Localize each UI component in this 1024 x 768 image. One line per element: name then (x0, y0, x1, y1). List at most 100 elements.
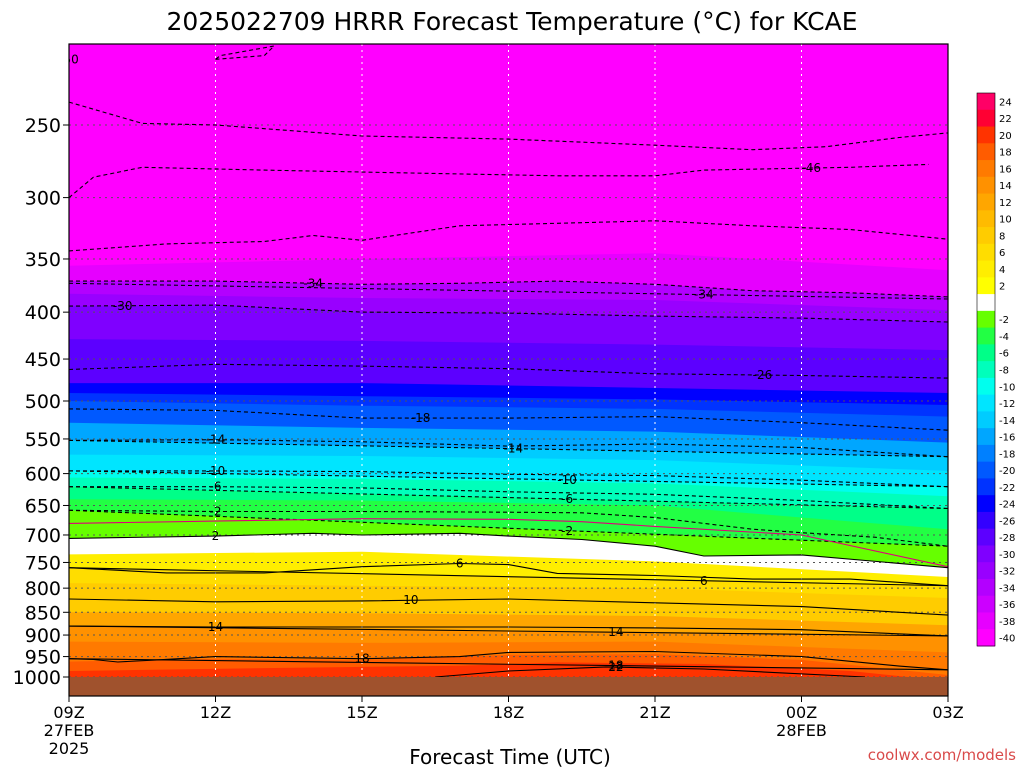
x-tick-sublabel: 27FEB (44, 721, 95, 740)
colorbar-swatch (977, 629, 995, 647)
colorbar-label: -24 (999, 500, 1015, 511)
x-tick-label: 00Z (786, 703, 817, 722)
colorbar-label: 12 (999, 198, 1012, 209)
y-tick-label: 700 (25, 525, 61, 547)
colorbar-label: -34 (999, 583, 1015, 594)
colorbar-label: -32 (999, 567, 1015, 578)
colorbar-swatch (977, 545, 995, 563)
y-tick-label: 450 (25, 349, 61, 371)
contour-lines: -46 -34 -34 -30 -26 -18 -14 -14 -10 -10 -6 -6 -2 -2 2 6… (59, 45, 948, 678)
colorbar-frame (976, 92, 996, 647)
y-tick-label: 800 (25, 578, 61, 600)
x-tick-label: 15Z (346, 703, 377, 722)
contour-label: 18 (354, 652, 369, 666)
temperature-bands (69, 44, 948, 696)
colorbar-label: -40 (999, 634, 1015, 645)
y-axis-pressure: 2503003504004505005506006507007508008509… (13, 115, 69, 689)
colorbar-swatch (977, 243, 995, 262)
colorbar-label: -14 (999, 416, 1015, 427)
colorbar-swatch (977, 126, 995, 144)
colorbar-label: -16 (999, 433, 1015, 444)
contour-label: -46 (801, 161, 821, 175)
contour-label: -2 (210, 505, 222, 519)
x-tick-sublabel: 28FEB (776, 721, 827, 740)
colorbar-label: 24 (999, 97, 1012, 108)
colorbar-swatch (977, 160, 995, 178)
y-tick-label: 550 (25, 429, 61, 451)
colorbar-swatch (977, 109, 995, 128)
colorbar-swatch (977, 277, 995, 295)
colorbar-swatch (977, 478, 995, 496)
contour-2 (69, 532, 948, 569)
contour-22 (435, 666, 866, 678)
colorbar-swatch (977, 193, 995, 211)
colorbar-swatch (977, 143, 995, 161)
colorbar-label: -18 (999, 449, 1015, 460)
plot-area: -46 -34 -34 -30 -26 -18 -14 -14 -10 -10 -6 -6 -2 -2 2 6… (59, 43, 949, 697)
contour-label: 14 (608, 625, 623, 639)
contour-label: -6 (210, 480, 222, 494)
contour-label: -14 (504, 442, 524, 456)
colorbar-label: -22 (999, 483, 1015, 494)
colorbar-label: -8 (999, 366, 1009, 377)
contour-label: 22 (608, 660, 623, 674)
credit-text: coolwx.com/models (868, 746, 1016, 764)
contour-18 (69, 658, 948, 671)
colorbar-swatch (977, 612, 995, 630)
y-tick-label: 500 (25, 391, 61, 413)
contour-14 (69, 625, 948, 637)
colorbar-swatch (977, 210, 995, 228)
colorbar-label: -38 (999, 617, 1015, 628)
colorbar-swatch (977, 428, 995, 446)
x-tick-label: 09Z (53, 703, 84, 722)
x-axis-label: Forecast Time (UTC) (409, 745, 611, 768)
contour-label: -10 (557, 473, 577, 487)
colorbar-swatch (977, 294, 995, 312)
colorbar-swatch (977, 227, 995, 245)
contour-minus-42 (69, 220, 948, 252)
colorbar-label: -4 (999, 332, 1009, 343)
contour-6 (69, 567, 948, 587)
x-tick-label: 21Z (639, 703, 670, 722)
y-tick-label: 350 (25, 249, 61, 271)
contour-label: -50 (59, 52, 79, 66)
colorbar-label: 16 (999, 164, 1012, 175)
colorbar-swatch (977, 411, 995, 429)
colorbar-label: 4 (999, 265, 1005, 276)
y-tick-label: 250 (25, 115, 61, 137)
colorbar-swatch (977, 511, 995, 530)
colorbar-label: -12 (999, 399, 1015, 410)
y-tick-label: 400 (25, 302, 61, 324)
colorbar-swatch (977, 578, 995, 597)
chart-title: 2025022709 HRRR Forecast Temperature (°C… (166, 7, 857, 36)
y-tick-label: 950 (25, 647, 61, 669)
contour-label: -14 (206, 433, 226, 447)
contour-minus-50 (215, 45, 276, 60)
x-tick-sublabel: 2025 (49, 739, 90, 758)
contour-label: -34 (303, 276, 323, 290)
contour-label: -30 (113, 299, 133, 313)
y-tick-label: 300 (25, 188, 61, 210)
y-tick-label: 650 (25, 495, 61, 517)
contour-label: -34 (694, 288, 714, 302)
x-tick-label: 12Z (200, 703, 231, 722)
contour-label: -18 (411, 411, 431, 425)
colorbar-swatch (977, 260, 995, 278)
colorbar-swatch (977, 562, 995, 580)
colorbar-label: 14 (999, 181, 1012, 192)
colorbar-legend: 24 22 20 18 16 14 12 10 8 6 4 2 -2 -4 -6 -8 -10 -12 -14 -16… (976, 92, 1015, 647)
colorbar-swatch (977, 595, 995, 613)
colorbar-label: 10 (999, 215, 1012, 226)
contour-0 (69, 518, 948, 568)
colorbar-swatch (977, 93, 995, 111)
colorbar-label: 18 (999, 148, 1012, 159)
colorbar-swatch (977, 495, 995, 513)
ground-strip (69, 677, 948, 696)
colorbar-label: 8 (999, 231, 1005, 242)
colorbar-swatch (977, 394, 995, 412)
colorbar-label: -36 (999, 600, 1015, 611)
contour-label: 10 (403, 593, 418, 607)
x-tick-label: 18Z (493, 703, 524, 722)
